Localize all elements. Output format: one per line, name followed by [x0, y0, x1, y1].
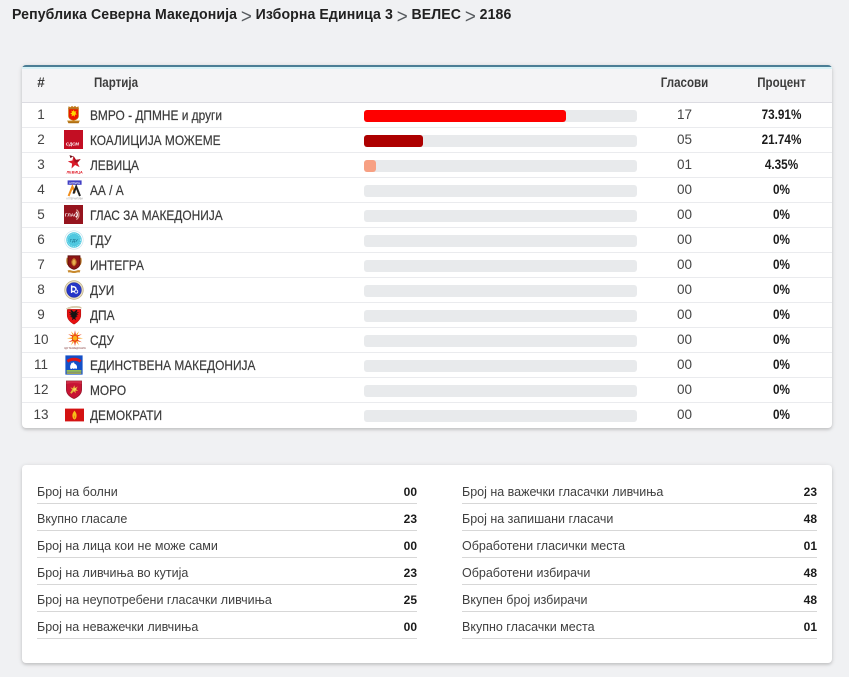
svg-text:АЛТЕРН: АЛТЕРН [69, 181, 80, 185]
svg-text:СДСМ: СДСМ [66, 142, 80, 147]
svg-text:ГДУ: ГДУ [70, 238, 78, 243]
svg-text:ЛЕВИЦА: ЛЕВИЦА [67, 170, 83, 174]
svg-text:СДУ МАКЕДОНИЈА: СДУ МАКЕДОНИЈА [64, 346, 86, 350]
svg-text:АЛТЕРНАТИВА: АЛТЕРНАТИВА [66, 198, 83, 200]
svg-text:ГЛАС: ГЛАС [65, 212, 78, 217]
